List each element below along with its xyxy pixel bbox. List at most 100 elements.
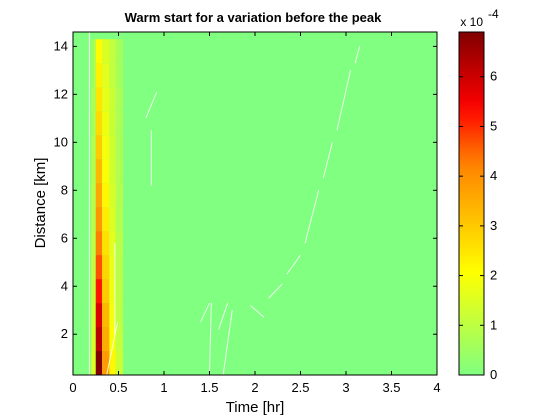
heatmap-cell	[102, 303, 110, 328]
heatmap-cell	[102, 39, 110, 64]
heatmap-cell	[95, 303, 103, 328]
y-tick-label: 2	[61, 326, 68, 341]
heatmap-cell	[115, 159, 124, 184]
heatmap-cell	[91, 39, 96, 64]
y-tick-label: 8	[61, 182, 68, 197]
heatmap-cell	[109, 159, 116, 184]
heatmap-cell	[95, 327, 103, 352]
heatmap-cell	[95, 279, 103, 304]
x-tick-label: 0.5	[109, 380, 127, 395]
heatmap-cell	[115, 87, 124, 112]
heatmap-cell	[95, 111, 103, 136]
y-tick-label: 4	[61, 278, 68, 293]
heatmap-cell	[109, 231, 116, 256]
heatmap-cell	[102, 63, 110, 88]
contour-line	[354, 46, 361, 64]
y-tick-label: 12	[54, 86, 68, 101]
colorbar-ticks: 0 1 2 3 4 5 6	[459, 69, 497, 382]
heatmap-cell	[91, 111, 96, 136]
contour-line	[268, 283, 283, 299]
contour-line	[106, 322, 119, 376]
heatmap-cell	[102, 279, 110, 304]
heatmap-cell	[109, 207, 116, 232]
y-tick-label: 14	[54, 38, 68, 53]
heatmap-cell	[115, 183, 124, 208]
colorbar-exponent: -4	[488, 7, 499, 21]
heatmap-cell	[102, 351, 110, 375]
heatmap-cell	[91, 303, 96, 328]
heatmap-cell	[102, 111, 110, 136]
heatmap-cell	[95, 183, 103, 208]
heatmap-cell	[95, 39, 103, 64]
y-tick-label: 10	[54, 134, 68, 149]
heatmap-cell	[109, 39, 116, 64]
heatmap-cell	[91, 183, 96, 208]
heatmap-cell	[109, 183, 116, 208]
heatmap-cell	[91, 63, 96, 88]
heatmap-cell	[115, 39, 124, 64]
heatmap-cell	[109, 255, 116, 280]
heatmap-cell	[95, 87, 103, 112]
colorbar: 0 1 2 3 4 5 6 x 10 -4	[458, 7, 499, 382]
x-tick-label: 1	[160, 380, 167, 395]
heatmap-cell	[115, 303, 124, 328]
heatmap-cell	[91, 351, 96, 375]
contour-line	[145, 91, 158, 119]
x-tick-label: 3.5	[382, 380, 400, 395]
heatmap-cell	[115, 135, 124, 160]
y-tick-label: 6	[61, 230, 68, 245]
x-tick-label: 2.5	[291, 380, 309, 395]
contour-line	[250, 305, 265, 318]
heatmap-cell	[115, 255, 124, 280]
heatmap-cell	[102, 135, 110, 160]
heatmap-cell	[115, 327, 124, 352]
heatmap-cell	[102, 327, 110, 352]
heatmap-cell	[95, 63, 103, 88]
chart-title: Warm start for a variation before the pe…	[125, 10, 382, 25]
heatmap-cell	[95, 231, 103, 256]
contour-line	[209, 303, 212, 376]
heatmap-cell	[95, 255, 103, 280]
heatmap-cell	[95, 351, 103, 375]
heatmap-cell	[102, 231, 110, 256]
heatmap-cell	[91, 87, 96, 112]
plot-area	[73, 32, 437, 375]
heatmap-cell	[109, 279, 116, 304]
colorbar-tick-label: 1	[490, 317, 497, 332]
heatmap-cell	[102, 183, 110, 208]
colorbar-tick-label: 6	[490, 69, 497, 84]
heatmap-cell	[109, 87, 116, 112]
x-tick-label: 4	[433, 380, 440, 395]
heatmap-cell	[91, 207, 96, 232]
contour-line	[222, 310, 233, 376]
heatmap-cell	[115, 63, 124, 88]
heatmap-cell	[91, 279, 96, 304]
x-tick-label: 2	[251, 380, 258, 395]
x-axis-label: Time [hr]	[226, 399, 285, 416]
contour-line	[322, 142, 333, 179]
heatmap-background	[73, 32, 437, 375]
heatmap-cell	[91, 159, 96, 184]
heatmap-cell	[95, 207, 103, 232]
heatmap-cell	[109, 327, 116, 352]
x-tick-label: 3	[342, 380, 349, 395]
colorbar-multiplier: x 10	[460, 15, 483, 29]
heatmap-cell	[115, 111, 124, 136]
contour-line	[304, 190, 320, 244]
heatmap-cell	[102, 255, 110, 280]
heatmap-cell	[115, 207, 124, 232]
heatmap-cell	[91, 255, 96, 280]
colorbar-tick-label: 3	[490, 218, 497, 233]
contour-line	[199, 302, 210, 323]
contour-line	[218, 302, 229, 330]
heatmap-cell	[115, 279, 124, 304]
heatmap-cell	[91, 327, 96, 352]
heatmap-cell	[95, 135, 103, 160]
heatmap-cell	[109, 63, 116, 88]
heatmap-cell	[109, 351, 116, 375]
heatmap-cell	[95, 159, 103, 184]
heatmap-cell	[91, 135, 96, 160]
colorbar-tick-label: 4	[490, 168, 497, 183]
heatmap-cell	[102, 207, 110, 232]
